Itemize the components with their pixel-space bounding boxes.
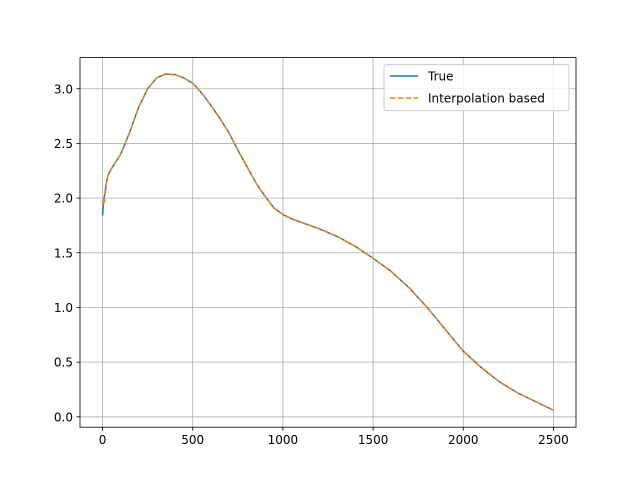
legend-label-true: True <box>427 70 454 84</box>
x-tick-label: 1500 <box>358 433 389 447</box>
x-tick-label: 0 <box>99 433 107 447</box>
y-tick-label: 1.0 <box>54 301 73 315</box>
y-tick-label: 0.0 <box>54 410 73 424</box>
plot-frame <box>79 57 577 428</box>
y-tick-label: 2.5 <box>54 137 73 151</box>
grid <box>80 57 576 428</box>
legend-box <box>383 64 570 112</box>
x-tick-label: 1000 <box>268 433 299 447</box>
axis-ticks: 0 500 1000 1500 2000 2500 0.0 0.5 1.0 1.5 2.0 2.5 3.… <box>54 82 569 447</box>
legend: True Interpolation based <box>383 64 570 112</box>
series-line-interpolation-based <box>101 73 554 411</box>
y-tick-label: 2.0 <box>54 192 73 206</box>
legend-label-interpolation-based: Interpolation based <box>428 92 545 106</box>
y-tick-label: 1.5 <box>54 246 73 260</box>
x-tick-label: 2000 <box>448 433 479 447</box>
x-tick-label: 2500 <box>538 433 569 447</box>
y-tick-label: 0.5 <box>54 356 73 370</box>
x-tick-label: 500 <box>181 433 204 447</box>
plot-series <box>101 73 554 411</box>
y-tick-label: 3.0 <box>54 82 73 96</box>
